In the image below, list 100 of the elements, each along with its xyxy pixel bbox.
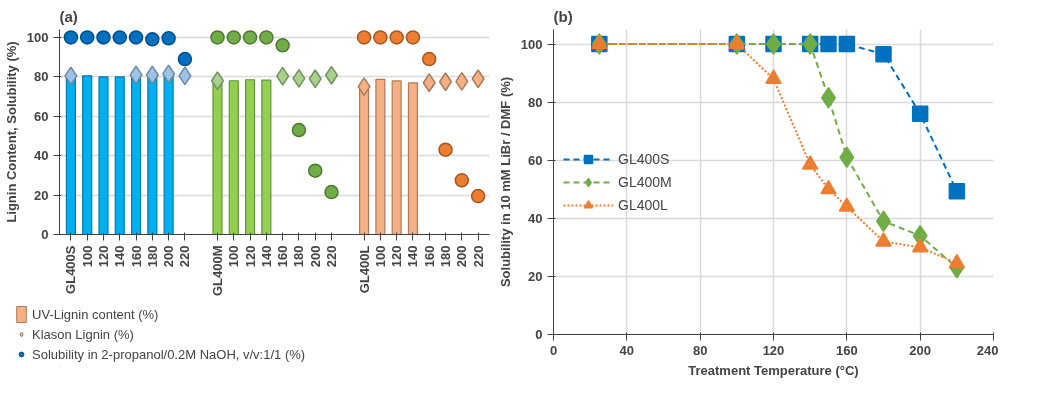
x-tick-label: 220 (177, 245, 193, 268)
point (259, 30, 274, 45)
x-tick-label: 180 (291, 245, 307, 268)
x-tick-label: 200 (454, 245, 470, 268)
bar (98, 76, 109, 235)
point (422, 73, 436, 93)
x-tick-label: 160 (128, 245, 144, 268)
x-tick-label: 200 (909, 342, 932, 358)
point (911, 105, 929, 122)
y-tick-label: 100 (520, 36, 543, 52)
point (145, 32, 160, 47)
point (162, 64, 176, 84)
y-axis-title: Solubility in 10 mM LiBr / DMF (%) (497, 76, 513, 288)
x-tick-label: 140 (258, 245, 274, 268)
x-tick-label: 100 (79, 245, 95, 268)
x-tick-label: 120 (389, 245, 405, 268)
y-tick-label: 0 (41, 227, 49, 242)
bar (147, 76, 158, 235)
legend-label: UV-Lignin content (%) (32, 305, 159, 323)
point (275, 38, 290, 53)
point (64, 66, 78, 86)
point (242, 30, 258, 45)
x-tick-label: 80 (692, 342, 708, 358)
point (948, 253, 966, 269)
bar (244, 79, 256, 235)
y-axis-title: Lignin Content, Solubility (%) (3, 41, 19, 223)
point (324, 65, 339, 85)
y-tick-label: 100 (26, 29, 49, 45)
point (178, 66, 192, 86)
point (79, 30, 95, 45)
point (373, 30, 388, 45)
y-tick-label: 0 (535, 327, 543, 342)
point (129, 65, 143, 85)
point (438, 72, 453, 92)
point (210, 30, 225, 45)
y-tick-label: 80 (34, 69, 49, 85)
legend-label: GL400S (618, 150, 670, 167)
point (405, 30, 421, 45)
point (226, 30, 242, 45)
x-tick-label: 100 (372, 245, 388, 268)
bar (114, 76, 125, 235)
legend-label: GL400L (618, 196, 668, 213)
x-tick-label: 140 (405, 245, 421, 268)
y-tick-label: 80 (528, 94, 543, 110)
x-tick-label: GL400S (63, 245, 79, 294)
point (470, 188, 486, 204)
point (454, 173, 470, 188)
point (389, 30, 404, 45)
x-tick-label: 160 (275, 245, 291, 268)
point (356, 30, 372, 45)
x-tick-label: GL400M (209, 245, 225, 297)
x-tick-label: 200 (161, 245, 177, 268)
x-tick-label: 220 (324, 245, 340, 268)
legend-label: Solubility in 2-propanol/0.2M NaOH, v/v:1/1 (%) (32, 345, 306, 363)
x-tick-label: 100 (226, 245, 242, 268)
legend-label: GL400M (618, 173, 672, 190)
bar (130, 76, 142, 235)
x-tick-label: 120 (762, 342, 785, 358)
bar (407, 82, 419, 235)
y-tick-label: 40 (528, 210, 543, 226)
point (948, 183, 966, 200)
y-tick-label: 60 (528, 152, 543, 168)
point (801, 155, 819, 170)
point (438, 142, 453, 157)
point (324, 184, 339, 200)
bar (65, 76, 76, 235)
point (911, 237, 929, 253)
bar (228, 80, 239, 235)
bar (391, 80, 402, 235)
x-tick-label: 180 (144, 245, 160, 268)
point (308, 69, 322, 89)
point (177, 51, 193, 67)
x-tick-label: 240 (976, 342, 999, 358)
x-tick-label: 40 (619, 342, 635, 358)
point (471, 69, 485, 89)
point (276, 66, 290, 86)
chart-title: (b) (553, 7, 573, 25)
bar (375, 78, 386, 235)
x-tick-label: 200 (307, 245, 323, 268)
point (292, 68, 306, 88)
x-tick-label: 160 (835, 342, 858, 358)
x-tick-label: 120 (95, 245, 111, 268)
x-tick-label: 160 (421, 245, 437, 268)
point (357, 77, 371, 97)
point (291, 122, 307, 138)
y-tick-label: 60 (34, 108, 49, 124)
chart-title: (a) (59, 7, 78, 25)
y-tick-label: 40 (34, 148, 49, 164)
point (455, 71, 469, 91)
bar (163, 76, 174, 235)
x-axis-title: Treatment Temperature (°C) (688, 362, 859, 378)
bar (82, 75, 93, 235)
point (307, 163, 323, 178)
x-tick-label: 140 (112, 245, 128, 268)
point (838, 35, 856, 53)
point (128, 30, 144, 45)
y-tick-label: 20 (528, 268, 543, 284)
point (210, 71, 225, 91)
point (161, 31, 176, 46)
point (112, 30, 128, 45)
